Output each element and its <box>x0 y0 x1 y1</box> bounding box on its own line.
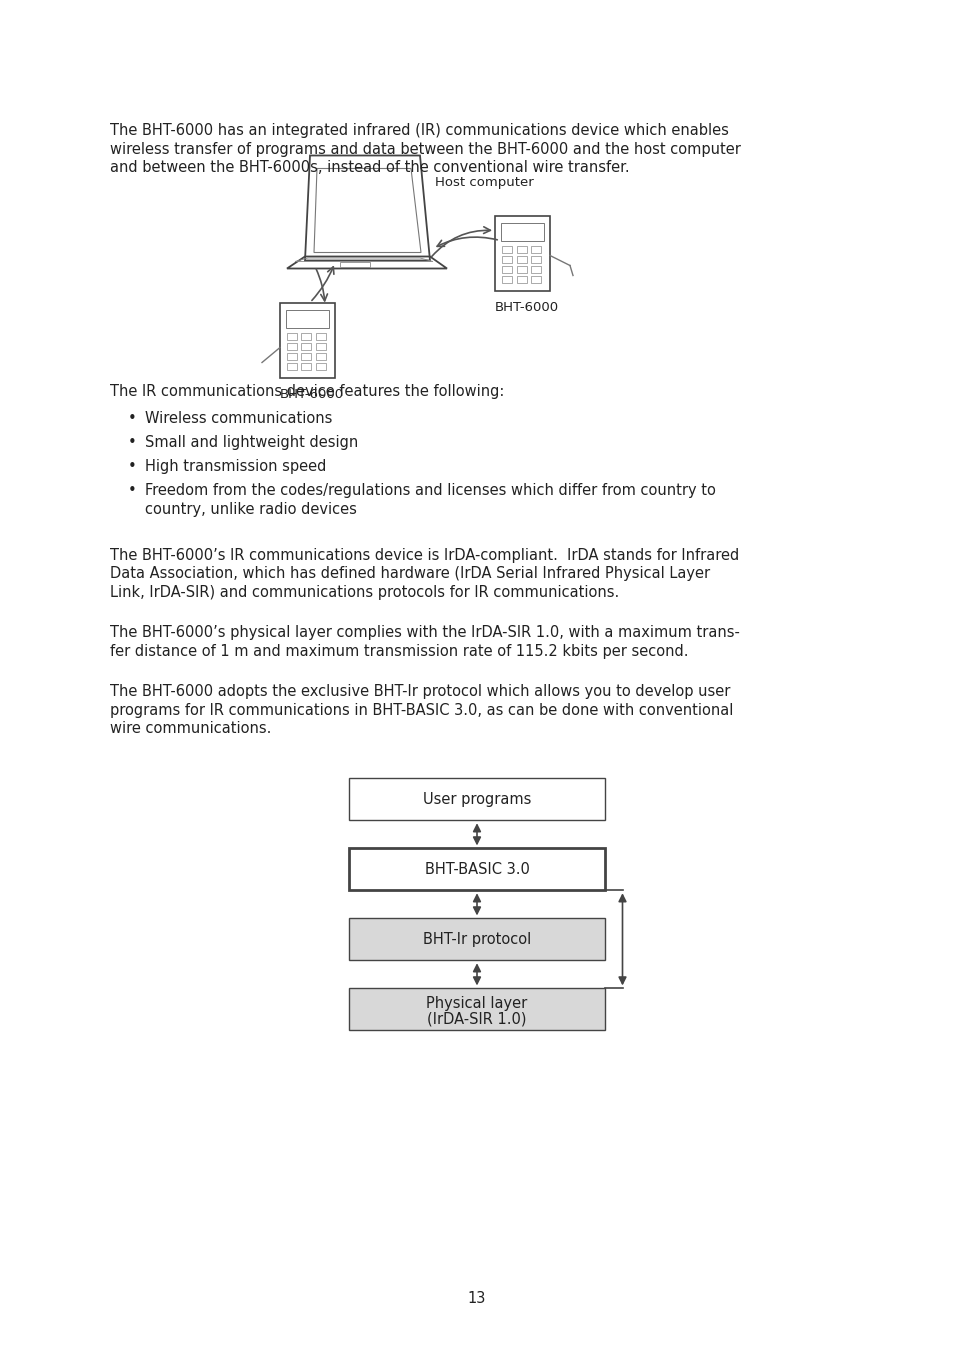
FancyArrowPatch shape <box>312 267 334 301</box>
Text: 13: 13 <box>467 1291 486 1306</box>
Bar <box>531 245 540 252</box>
Bar <box>349 778 604 821</box>
Text: wire communications.: wire communications. <box>110 721 271 736</box>
Bar <box>349 848 604 890</box>
Text: and between the BHT-6000s, instead of the conventional wire transfer.: and between the BHT-6000s, instead of th… <box>110 160 629 175</box>
Text: Physical layer: Physical layer <box>426 996 527 1011</box>
Bar <box>349 988 604 1030</box>
Bar <box>531 275 540 283</box>
Text: The BHT-6000’s IR communications device is IrDA-compliant.  IrDA stands for Infr: The BHT-6000’s IR communications device … <box>110 547 739 563</box>
Bar <box>531 256 540 263</box>
Bar <box>531 266 540 272</box>
Text: The IR communications device features the following:: The IR communications device features th… <box>110 383 504 399</box>
Text: •: • <box>128 435 136 450</box>
Text: Freedom from the codes/regulations and licenses which differ from country to: Freedom from the codes/regulations and l… <box>145 484 715 499</box>
Bar <box>315 333 326 340</box>
FancyArrowPatch shape <box>315 270 327 301</box>
Text: Small and lightweight design: Small and lightweight design <box>145 435 358 450</box>
Bar <box>287 342 296 349</box>
Bar <box>501 275 512 283</box>
Text: •: • <box>128 411 136 426</box>
Bar <box>516 266 526 272</box>
Bar <box>301 333 312 340</box>
Bar <box>301 342 312 349</box>
Bar <box>301 352 312 360</box>
Bar <box>301 363 312 369</box>
Text: Link, IrDA-SIR) and communications protocols for IR communications.: Link, IrDA-SIR) and communications proto… <box>110 585 618 600</box>
Text: Host computer: Host computer <box>435 175 533 189</box>
Text: The BHT-6000 adopts the exclusive BHT-Ir protocol which allows you to develop us: The BHT-6000 adopts the exclusive BHT-Ir… <box>110 685 730 700</box>
Text: BHT-BASIC 3.0: BHT-BASIC 3.0 <box>424 861 529 876</box>
Bar <box>516 245 526 252</box>
Text: BHT-Ir protocol: BHT-Ir protocol <box>422 931 531 946</box>
Text: programs for IR communications in BHT-BASIC 3.0, as can be done with conventiona: programs for IR communications in BHT-BA… <box>110 702 733 718</box>
Text: BHT-6000: BHT-6000 <box>495 301 558 314</box>
Bar <box>287 352 296 360</box>
Text: wireless transfer of programs and data between the BHT-6000 and the host compute: wireless transfer of programs and data b… <box>110 142 740 156</box>
Text: Data Association, which has defined hardware (IrDA Serial Infrared Physical Laye: Data Association, which has defined hard… <box>110 566 709 581</box>
Bar <box>501 266 512 272</box>
FancyArrowPatch shape <box>432 226 490 256</box>
Bar <box>287 333 296 340</box>
Bar <box>315 363 326 369</box>
Bar <box>516 256 526 263</box>
Text: (IrDA-SIR 1.0): (IrDA-SIR 1.0) <box>427 1012 526 1027</box>
Bar <box>315 342 326 349</box>
Bar <box>349 918 604 960</box>
Bar <box>501 256 512 263</box>
Text: •: • <box>128 484 136 499</box>
FancyArrowPatch shape <box>436 237 497 247</box>
Text: The BHT-6000’s physical layer complies with the IrDA-SIR 1.0, with a maximum tra: The BHT-6000’s physical layer complies w… <box>110 625 740 640</box>
Bar <box>501 245 512 252</box>
Bar <box>315 352 326 360</box>
Text: BHT-6000: BHT-6000 <box>280 387 344 400</box>
Text: High transmission speed: High transmission speed <box>145 460 326 474</box>
Text: Wireless communications: Wireless communications <box>145 411 332 426</box>
Text: •: • <box>128 460 136 474</box>
Text: fer distance of 1 m and maximum transmission rate of 115.2 kbits per second.: fer distance of 1 m and maximum transmis… <box>110 644 688 659</box>
Text: country, unlike radio devices: country, unlike radio devices <box>145 501 356 516</box>
Bar <box>516 275 526 283</box>
Text: The BHT-6000 has an integrated infrared (IR) communications device which enables: The BHT-6000 has an integrated infrared … <box>110 123 728 137</box>
Bar <box>287 363 296 369</box>
Text: User programs: User programs <box>422 791 531 807</box>
